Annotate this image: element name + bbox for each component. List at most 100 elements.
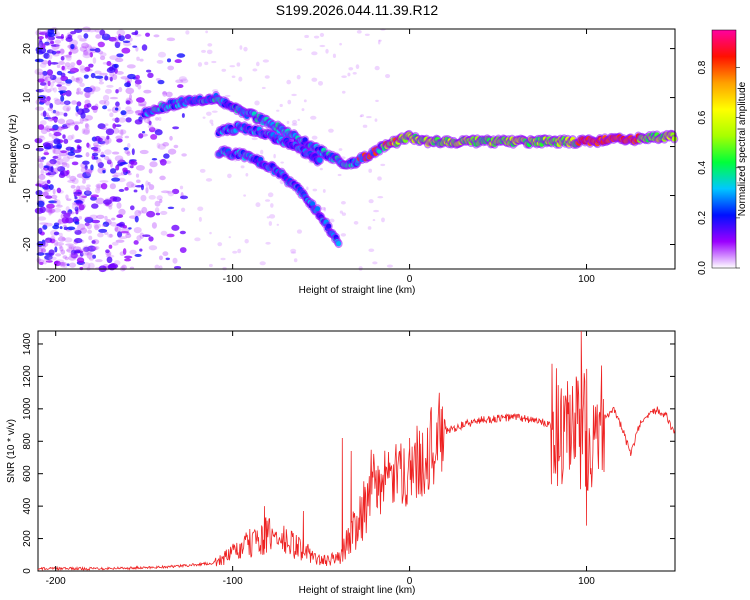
spectrogram-cell — [65, 36, 73, 42]
spectrogram-cell — [67, 226, 76, 231]
spectrogram-cell — [70, 184, 76, 189]
spectrogram-x-ticks: -200 -100 0 100 — [46, 29, 595, 285]
spectrogram-cell — [181, 153, 187, 157]
spectrogram-cell — [101, 223, 107, 227]
spectrogram-cell — [76, 101, 82, 107]
spectrogram-cell — [63, 264, 68, 269]
spectrogram-cell — [57, 166, 66, 172]
spectrogram-cell — [57, 236, 66, 242]
spectrogram-cell — [76, 87, 80, 95]
spectrogram-cell — [166, 58, 172, 63]
spectrogram-cell — [176, 53, 186, 58]
spectrogram-cell — [173, 265, 182, 270]
spectrogram-cell — [65, 206, 70, 212]
spectrogram-cell — [381, 217, 385, 223]
spectrogram-cell — [171, 188, 180, 195]
spectrogram-cell — [67, 209, 73, 215]
spectrogram-cell — [232, 250, 238, 254]
spectrogram-cell — [185, 30, 190, 35]
spectrogram-cell — [106, 60, 112, 67]
spectrogram-cell — [77, 223, 86, 231]
spectrogram-cell — [115, 71, 124, 75]
spectrogram-cell — [129, 37, 133, 42]
spectrogram-cell — [56, 199, 61, 207]
spectrogram-cell — [173, 144, 179, 149]
spectrogram-cell — [67, 134, 73, 141]
spectrogram-cell — [138, 210, 144, 214]
spectrogram-cell — [252, 68, 258, 72]
spectrogram-cell — [97, 41, 105, 48]
spectrogram-cell — [332, 53, 336, 58]
spectrogram-cell — [276, 223, 280, 226]
spectrogram-cell — [115, 101, 120, 107]
spectrogram-cell — [71, 161, 79, 166]
spectrogram-cell — [39, 62, 47, 68]
spectrogram-cell — [78, 216, 83, 220]
spectrogram-cell — [134, 119, 143, 125]
spectrogram-cell — [65, 146, 74, 151]
spectrogram-cell — [72, 149, 81, 154]
spectrogram-cell — [91, 219, 101, 224]
spectrogram-cell — [139, 133, 148, 137]
spectrogram-cell — [102, 169, 106, 174]
spectrogram-cell — [134, 253, 142, 257]
spectrogram-cell — [198, 216, 202, 222]
spectrogram-cell — [336, 240, 342, 247]
spectrogram-cell — [125, 106, 132, 112]
spectrogram-cell — [37, 216, 47, 221]
spectrogram-cell — [372, 261, 378, 265]
spectrogram-cell — [77, 145, 82, 149]
spectrogram-cell — [126, 151, 131, 156]
spectrogram-cell — [100, 151, 105, 158]
spectrogram-cell — [104, 88, 112, 94]
spectrogram-cell — [48, 249, 55, 256]
spectrogram-cell — [113, 39, 119, 42]
spectrogram-cell — [44, 149, 49, 155]
spectrogram-cell — [76, 87, 82, 92]
colorbar-tick-label: 0.6 — [697, 110, 708, 124]
spectrogram-cell — [114, 155, 124, 162]
spectrogram-cell — [64, 256, 69, 261]
spectrogram-cell — [55, 111, 60, 117]
spectrogram-cell — [46, 179, 51, 184]
spectrogram-cell — [46, 160, 55, 167]
spectrogram-cell — [111, 217, 116, 221]
spectrogram-cell — [311, 77, 318, 82]
spectrogram-cell — [147, 181, 151, 186]
spectrogram-cell — [148, 194, 156, 200]
spectrogram-cell — [124, 255, 133, 259]
spectrogram-cell — [74, 218, 80, 222]
spectrogram-cell — [111, 118, 118, 122]
spectrogram-cell — [73, 149, 82, 154]
spectrogram-cell — [44, 254, 53, 261]
spectrogram-cell — [153, 34, 160, 38]
x-tick-label: 100 — [578, 576, 595, 587]
spectrogram-cell — [56, 64, 61, 69]
spectrogram-y-ticks: -20 -10 0 10 20 — [22, 43, 675, 252]
spectrogram-cell — [125, 233, 132, 239]
spectrogram-cell — [39, 159, 45, 163]
spectrogram-cell — [137, 84, 142, 90]
spectrogram-cell — [99, 55, 106, 61]
spectrogram-cell — [83, 190, 92, 196]
spectrogram-cell — [103, 199, 112, 205]
spectrogram-cell — [116, 202, 122, 209]
spectrogram-cell — [47, 60, 52, 67]
spectrogram-cell — [83, 74, 89, 79]
spectrogram-cell — [120, 129, 124, 137]
spectrogram-cell — [140, 194, 147, 202]
spectrogram-cell — [52, 224, 60, 230]
spectrogram-x-label: Height of straight line (km) — [299, 285, 416, 296]
spectrogram-cell — [63, 122, 69, 129]
spectrogram-cell — [54, 246, 58, 253]
spectrogram-cell — [88, 63, 94, 68]
spectrogram-cell — [47, 170, 55, 178]
spectrogram-cell — [84, 216, 92, 220]
spectrogram-cell — [231, 75, 236, 78]
spectrogram-cell — [46, 114, 51, 118]
spectrogram-cell — [65, 243, 74, 246]
spectrogram-cell — [45, 88, 52, 93]
spectrogram-cell — [134, 185, 144, 188]
spectrogram-cell — [34, 68, 44, 75]
spectrogram-cell — [75, 200, 84, 205]
